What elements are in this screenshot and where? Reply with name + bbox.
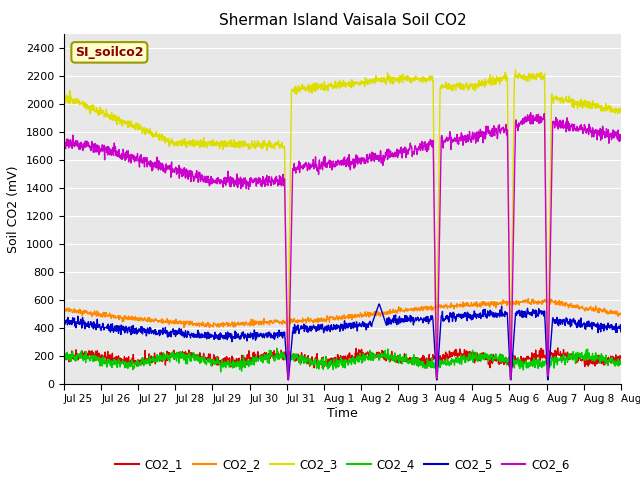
Legend: CO2_1, CO2_2, CO2_3, CO2_4, CO2_5, CO2_6: CO2_1, CO2_2, CO2_3, CO2_4, CO2_5, CO2_6 [111, 454, 574, 476]
X-axis label: Time: Time [327, 407, 358, 420]
CO2_3 [552, 96, 559, 101]
Title: Sherman Island Vaisala Soil CO2: Sherman Island Vaisala Soil CO2 [219, 13, 466, 28]
CO2_1 [617, 355, 625, 360]
CO2_3 [170, 143, 178, 149]
CO2_3 [512, 67, 520, 73]
CO2_1 [502, 360, 509, 366]
Line: CO2_5: CO2_5 [64, 304, 621, 380]
CO2_4 [429, 360, 437, 365]
CO2_5 [375, 301, 383, 307]
CO2_4 [170, 354, 178, 360]
CO2_3 [617, 108, 625, 114]
CO2_3 [246, 145, 254, 151]
Y-axis label: Soil CO2 (mV): Soil CO2 (mV) [8, 165, 20, 252]
CO2_1 [421, 365, 429, 371]
Line: CO2_6: CO2_6 [64, 113, 621, 379]
CO2_1 [554, 345, 561, 351]
CO2_3 [502, 78, 509, 84]
CO2_6 [60, 138, 68, 144]
CO2_1 [429, 356, 437, 362]
CO2_6 [246, 183, 254, 189]
Line: CO2_2: CO2_2 [64, 299, 621, 328]
CO2_3 [429, 78, 437, 84]
CO2_4 [60, 354, 68, 360]
CO2_3 [60, 98, 68, 104]
CO2_4 [273, 346, 281, 351]
CO2_1 [60, 353, 68, 359]
CO2_5 [429, 326, 437, 332]
CO2_6 [184, 168, 191, 173]
Line: CO2_4: CO2_4 [64, 348, 621, 372]
CO2_2 [502, 300, 509, 306]
CO2_5 [552, 321, 559, 326]
CO2_4 [184, 352, 191, 358]
CO2_2 [180, 325, 188, 331]
CO2_6 [502, 121, 509, 127]
CO2_4 [246, 362, 254, 368]
CO2_2 [246, 322, 254, 327]
CO2_2 [525, 296, 532, 301]
CO2_5 [617, 329, 625, 335]
CO2_2 [617, 312, 625, 317]
CO2_6 [617, 138, 625, 144]
CO2_3 [284, 374, 291, 380]
CO2_6 [285, 376, 292, 382]
CO2_1 [246, 359, 254, 364]
CO2_5 [184, 328, 191, 334]
CO2_2 [60, 305, 68, 311]
CO2_6 [527, 110, 534, 116]
CO2_5 [246, 335, 254, 340]
CO2_1 [551, 348, 559, 353]
Line: CO2_3: CO2_3 [64, 70, 621, 377]
CO2_4 [617, 358, 625, 364]
CO2_6 [170, 169, 178, 175]
CO2_6 [552, 120, 559, 126]
CO2_2 [552, 302, 559, 308]
CO2_2 [429, 305, 437, 311]
Line: CO2_1: CO2_1 [64, 348, 621, 368]
CO2_2 [184, 320, 192, 325]
CO2_4 [502, 359, 510, 365]
CO2_4 [552, 360, 559, 365]
CO2_6 [429, 138, 437, 144]
CO2_1 [170, 357, 178, 362]
CO2_5 [170, 332, 178, 337]
CO2_4 [217, 369, 225, 375]
CO2_3 [184, 140, 191, 146]
CO2_1 [184, 351, 191, 357]
CO2_5 [60, 318, 68, 324]
CO2_5 [502, 312, 510, 317]
Text: SI_soilco2: SI_soilco2 [75, 46, 143, 59]
CO2_2 [170, 318, 178, 324]
CO2_5 [284, 377, 292, 383]
